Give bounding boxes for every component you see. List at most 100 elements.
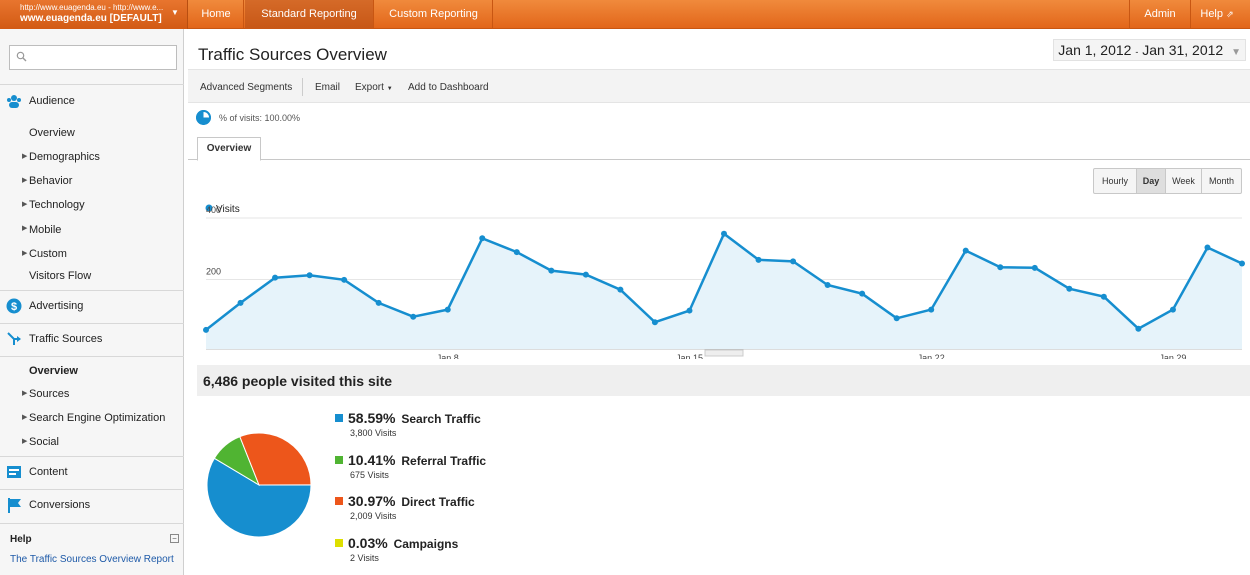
sidebar-item-mobile[interactable]: Mobile: [29, 224, 62, 236]
data-point: [617, 286, 624, 293]
legend-visits: 2 Visits: [350, 553, 379, 563]
nav-home[interactable]: Home: [189, 0, 244, 29]
chart-resize-handle: [704, 349, 744, 357]
granularity-hourly[interactable]: Hourly: [1094, 169, 1137, 193]
legend-percent: 30.97%: [348, 493, 396, 509]
nav-custom-reporting[interactable]: Custom Reporting: [375, 0, 493, 29]
legend-name: Search Traffic: [401, 412, 481, 426]
summary-header: 6,486 people visited this site: [197, 365, 1250, 396]
account-selector[interactable]: http://www.euagenda.eu - http://www.e...…: [0, 0, 188, 29]
data-point: [1135, 325, 1142, 332]
export-label: Export: [355, 82, 384, 93]
email-button[interactable]: Email: [315, 82, 341, 93]
expand-caret-icon: ▶: [22, 250, 28, 257]
nav-standard-reporting[interactable]: Standard Reporting: [245, 0, 374, 29]
sidebar-section-traffic-sources[interactable]: Traffic Sources: [29, 333, 103, 345]
traffic-pie-chart: [206, 432, 312, 538]
sidebar-item-social[interactable]: Social: [29, 436, 59, 448]
chevron-down-icon: ▼: [171, 8, 179, 17]
sidebar-item-visitors-flow[interactable]: Visitors Flow: [29, 270, 92, 282]
expand-caret-icon: ▶: [22, 390, 28, 397]
series-legend-dot: [205, 204, 213, 212]
data-point: [375, 299, 382, 306]
sidebar-section-audience[interactable]: Audience: [29, 95, 75, 107]
main-content: Traffic Sources Overview Jan 1, 2012 - J…: [188, 29, 1250, 575]
sidebar-section-advertising[interactable]: Advertising: [29, 300, 84, 312]
sidebar-section-conversions[interactable]: Conversions: [29, 499, 91, 511]
sidebar-item-behavior[interactable]: Behavior: [29, 175, 73, 187]
report-tabs: Overview: [188, 137, 1250, 161]
visits-area: [206, 233, 1242, 349]
expand-caret-icon: ▶: [22, 153, 28, 160]
data-point: [962, 247, 969, 254]
sidebar-section-content[interactable]: Content: [29, 466, 68, 478]
report-toolbar: Advanced Segments Email Export ▼ Add to …: [188, 69, 1250, 103]
collapse-icon[interactable]: −: [170, 534, 179, 543]
date-range-picker[interactable]: Jan 1, 2012 - Jan 31, 2012 ▼: [1053, 39, 1246, 61]
sidebar-item-seo[interactable]: Search Engine Optimization: [29, 412, 166, 424]
nav-help[interactable]: Help ⇗: [1192, 0, 1242, 29]
legend-percent: 0.03%: [348, 535, 388, 551]
data-point: [859, 290, 866, 297]
search-icon: [16, 51, 27, 62]
data-point: [651, 319, 658, 326]
advanced-segments-button[interactable]: Advanced Segments: [200, 82, 293, 93]
x-tick-label: Jan 22: [918, 353, 945, 359]
legend-swatch: [335, 414, 343, 422]
dollar-icon: $: [6, 298, 22, 314]
legend-name: Campaigns: [393, 537, 459, 551]
tab-overview[interactable]: Overview: [197, 137, 261, 161]
account-url: http://www.euagenda.eu - http://www.e...: [20, 3, 164, 12]
pie-slice: [206, 457, 312, 538]
content-icon: [7, 466, 21, 478]
data-point: [203, 326, 209, 333]
granularity-week[interactable]: Week: [1166, 169, 1202, 193]
data-point: [824, 282, 831, 289]
sidebar-item-demographics[interactable]: Demographics: [29, 151, 100, 163]
help-link[interactable]: The Traffic Sources Overview Report: [10, 554, 174, 565]
granularity-day[interactable]: Day: [1137, 169, 1166, 193]
date-separator: -: [1135, 47, 1139, 57]
svg-text:$: $: [11, 301, 17, 313]
granularity-month[interactable]: Month: [1208, 176, 1234, 186]
chevron-down-icon: ▼: [386, 86, 393, 92]
data-point: [237, 299, 244, 306]
legend-name: Direct Traffic: [401, 495, 475, 509]
legend-visits: 2,009 Visits: [350, 511, 397, 521]
legend-percent: 58.59%: [348, 410, 396, 426]
data-point: [1169, 306, 1176, 313]
legend-visits: 675 Visits: [350, 470, 389, 480]
legend-swatch: [335, 497, 343, 505]
legend-name: Referral Traffic: [401, 454, 487, 468]
search-input[interactable]: [9, 45, 177, 70]
granularity-selector: Hourly Day Week Month: [1093, 168, 1242, 194]
data-point: [1100, 293, 1107, 300]
help-title: Help: [10, 534, 32, 545]
series-legend-label: Visits: [216, 204, 240, 215]
top-navigation-bar: http://www.euagenda.eu - http://www.e...…: [0, 0, 1250, 29]
y-tick-label: 200: [206, 267, 221, 277]
segment-pie-icon: [196, 110, 211, 125]
page-title: Traffic Sources Overview: [198, 45, 387, 64]
data-point: [410, 313, 417, 320]
sidebar-item-audience-overview[interactable]: Overview: [29, 127, 75, 139]
sidebar-item-custom[interactable]: Custom: [29, 248, 67, 260]
data-point: [1239, 260, 1245, 267]
chevron-down-icon: ▼: [1231, 47, 1241, 58]
data-point: [721, 230, 727, 237]
visits-line-chart: Visits 200 400 Jan 8 Jan 15 Jan 22 Jan 29: [203, 204, 1245, 359]
add-to-dashboard-button[interactable]: Add to Dashboard: [408, 82, 489, 93]
sidebar-item-traffic-overview[interactable]: Overview: [29, 365, 78, 377]
sidebar-item-technology[interactable]: Technology: [29, 199, 85, 211]
x-tick-label: Jan 8: [437, 353, 459, 359]
data-point: [341, 276, 348, 283]
date-start: Jan 1, 2012: [1058, 42, 1132, 58]
legend-swatch: [335, 539, 343, 547]
expand-caret-icon: ▶: [22, 177, 28, 184]
summary-text: 6,486 people visited this site: [203, 373, 393, 389]
nav-admin[interactable]: Admin: [1129, 0, 1191, 29]
legend-visits: 3,800 Visits: [350, 428, 397, 438]
export-button[interactable]: Export ▼: [355, 82, 393, 93]
sidebar-item-sources[interactable]: Sources: [29, 388, 70, 400]
account-name: www.euagenda.eu [DEFAULT]: [20, 13, 162, 24]
